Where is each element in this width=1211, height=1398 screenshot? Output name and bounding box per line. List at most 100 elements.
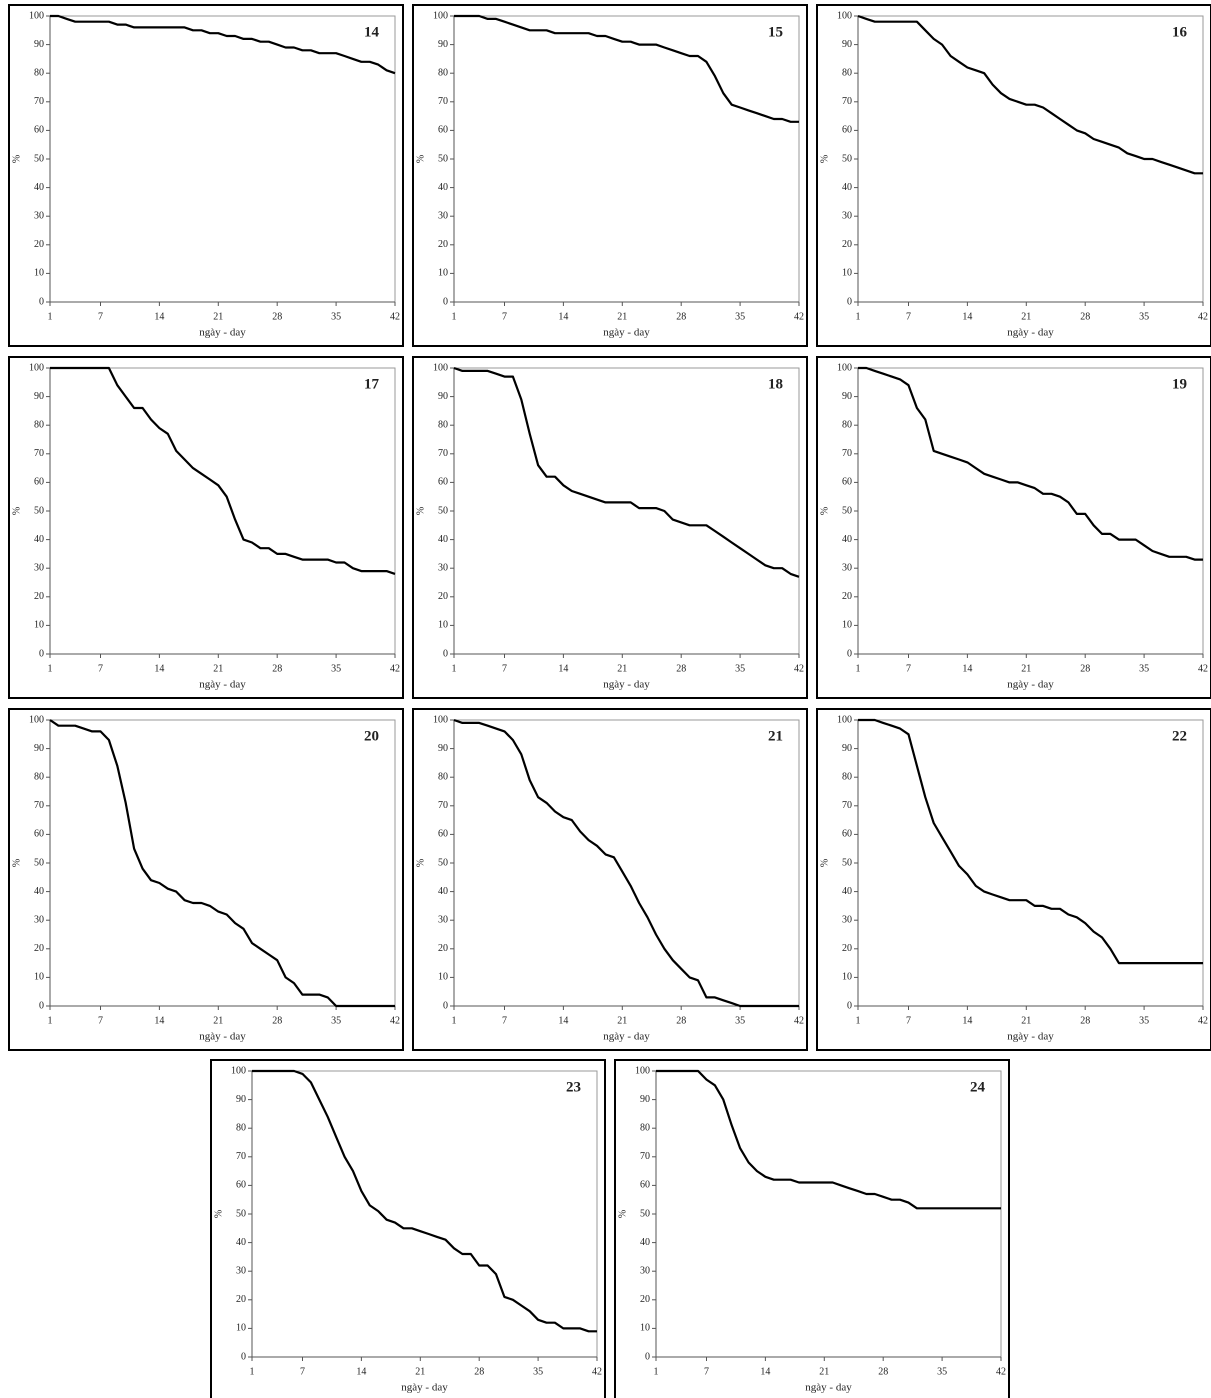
panel-frame xyxy=(8,356,404,699)
x-tick-label: 14 xyxy=(356,1366,366,1377)
panel-frame xyxy=(8,4,404,347)
y-tick-label: 10 xyxy=(438,268,448,279)
y-tick-label: 20 xyxy=(438,239,448,250)
y-tick-label: 10 xyxy=(640,1323,650,1334)
x-tick-label: 35 xyxy=(331,1015,341,1026)
x-tick-label: 7 xyxy=(502,1015,507,1026)
x-tick-label: 28 xyxy=(474,1366,484,1377)
y-tick-label: 0 xyxy=(443,296,448,307)
y-tick-label: 0 xyxy=(847,648,852,659)
y-axis-label: % xyxy=(415,507,426,515)
y-tick-label: 0 xyxy=(241,1351,246,1362)
y-tick-label: 80 xyxy=(842,67,852,78)
y-tick-label: 70 xyxy=(640,1151,650,1162)
x-axis-label: ngày - day xyxy=(805,1382,852,1394)
x-tick-label: 28 xyxy=(1080,311,1090,322)
y-tick-label: 10 xyxy=(842,268,852,279)
y-tick-label: 40 xyxy=(842,886,852,897)
y-tick-label: 100 xyxy=(29,10,44,21)
x-tick-label: 28 xyxy=(272,663,282,674)
x-tick-label: 21 xyxy=(1021,663,1031,674)
y-axis-label: % xyxy=(617,1210,628,1218)
y-tick-label: 100 xyxy=(433,362,448,373)
y-tick-label: 50 xyxy=(236,1208,246,1219)
y-tick-label: 60 xyxy=(842,477,852,488)
x-tick-label: 14 xyxy=(962,1015,972,1026)
y-tick-label: 70 xyxy=(236,1151,246,1162)
y-tick-label: 10 xyxy=(842,972,852,983)
y-tick-label: 0 xyxy=(39,296,44,307)
data-line xyxy=(252,1069,597,1333)
y-tick-label: 70 xyxy=(842,800,852,811)
y-tick-label: 70 xyxy=(842,96,852,107)
y-tick-label: 10 xyxy=(438,972,448,983)
y-tick-label: 10 xyxy=(34,620,44,631)
y-tick-label: 40 xyxy=(34,886,44,897)
x-tick-label: 21 xyxy=(617,663,627,674)
y-tick-label: 30 xyxy=(34,562,44,573)
x-tick-label: 35 xyxy=(533,1366,543,1377)
y-tick-label: 40 xyxy=(842,182,852,193)
x-tick-label: 14 xyxy=(760,1366,770,1377)
y-tick-label: 90 xyxy=(236,1094,246,1105)
x-axis-label: ngày - day xyxy=(1007,327,1054,339)
x-tick-label: 28 xyxy=(1080,663,1090,674)
y-tick-label: 40 xyxy=(34,182,44,193)
y-tick-label: 90 xyxy=(842,743,852,754)
y-tick-label: 50 xyxy=(34,857,44,868)
y-tick-label: 70 xyxy=(438,448,448,459)
y-tick-label: 30 xyxy=(438,562,448,573)
y-tick-label: 100 xyxy=(433,10,448,21)
chart-title: 20 xyxy=(364,728,379,744)
y-tick-label: 60 xyxy=(842,829,852,840)
panel-frame xyxy=(614,1059,1010,1398)
x-tick-label: 7 xyxy=(704,1366,709,1377)
x-tick-label: 35 xyxy=(331,311,341,322)
x-tick-label: 28 xyxy=(1080,1015,1090,1026)
chart-title: 22 xyxy=(1172,728,1187,744)
data-line xyxy=(858,366,1203,561)
y-axis-label: % xyxy=(11,155,22,163)
data-line xyxy=(454,14,799,123)
x-tick-label: 14 xyxy=(154,663,164,674)
y-tick-label: 100 xyxy=(837,10,852,21)
y-tick-label: 20 xyxy=(842,239,852,250)
x-tick-label: 42 xyxy=(1198,311,1208,322)
y-tick-label: 20 xyxy=(842,591,852,602)
y-tick-label: 90 xyxy=(438,743,448,754)
y-tick-label: 0 xyxy=(645,1351,650,1362)
x-tick-label: 7 xyxy=(906,1015,911,1026)
y-axis-label: % xyxy=(11,859,22,867)
y-tick-label: 90 xyxy=(34,39,44,50)
x-tick-label: 7 xyxy=(906,311,911,322)
y-tick-label: 40 xyxy=(438,182,448,193)
x-tick-label: 1 xyxy=(654,1366,659,1377)
y-tick-label: 50 xyxy=(842,153,852,164)
x-tick-label: 7 xyxy=(98,663,103,674)
x-tick-label: 21 xyxy=(415,1366,425,1377)
y-tick-label: 30 xyxy=(438,914,448,925)
x-axis-label: ngày - day xyxy=(603,1031,650,1043)
x-tick-label: 28 xyxy=(676,311,686,322)
y-axis-label: % xyxy=(213,1210,224,1218)
x-tick-label: 21 xyxy=(213,663,223,674)
x-axis-label: ngày - day xyxy=(401,1382,448,1394)
y-tick-label: 60 xyxy=(34,829,44,840)
y-tick-label: 30 xyxy=(34,210,44,221)
x-tick-label: 42 xyxy=(390,663,400,674)
y-tick-label: 20 xyxy=(438,943,448,954)
y-tick-label: 60 xyxy=(34,477,44,488)
y-tick-label: 80 xyxy=(438,67,448,78)
x-tick-label: 35 xyxy=(331,663,341,674)
panel-frame xyxy=(412,356,808,699)
x-tick-label: 1 xyxy=(856,663,861,674)
y-tick-label: 80 xyxy=(842,419,852,430)
